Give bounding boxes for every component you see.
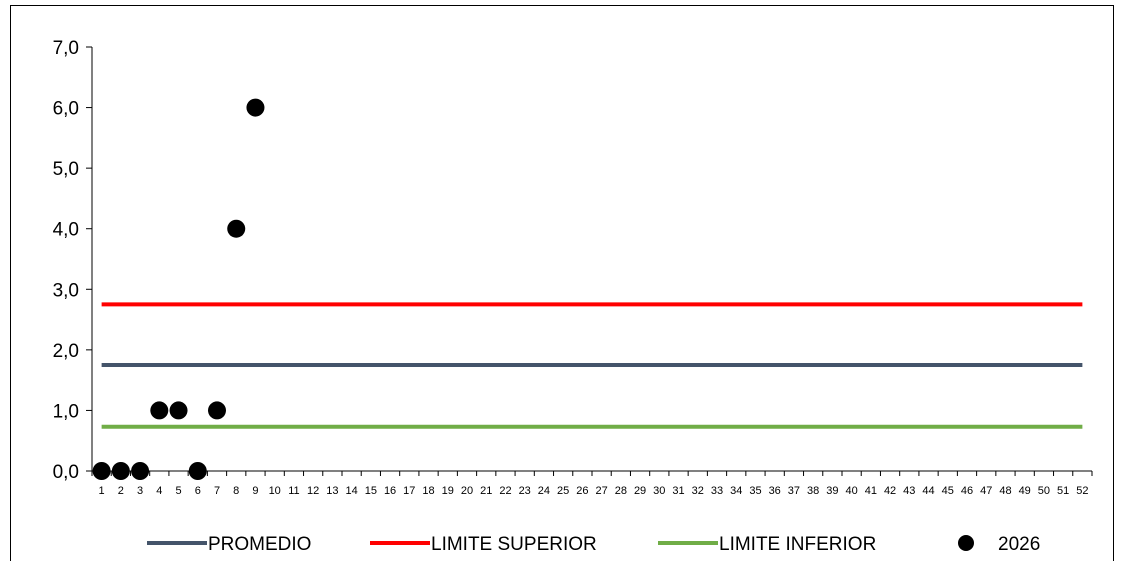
- x-tick-label: 17: [403, 485, 415, 497]
- y-tick-label: 1,0: [53, 401, 79, 422]
- x-tick-label: 40: [845, 485, 857, 497]
- legend-item-2026: 2026: [958, 534, 1040, 555]
- x-tick-label: 9: [252, 485, 258, 497]
- x-tick-label: 18: [422, 485, 434, 497]
- x-tick-label: 4: [156, 485, 162, 497]
- legend-label: 2026: [998, 534, 1040, 555]
- plot-area: 0,01,02,03,04,05,06,07,01 2 3 4 5 6 7 8 9 10 11 12 1…: [53, 38, 1093, 497]
- legend-label: PROMEDIO: [208, 534, 311, 555]
- x-tick-label: 7: [214, 485, 220, 497]
- x-tick-label: 26: [576, 485, 588, 497]
- x-tick-label: 35: [749, 485, 761, 497]
- x-tick-label: 6: [195, 485, 201, 497]
- data-point: [150, 401, 169, 420]
- y-tick-label: 5,0: [53, 159, 79, 180]
- x-tick-label: 42: [884, 485, 896, 497]
- x-tick-label: 37: [788, 485, 800, 497]
- x-tick-label: 12: [307, 485, 319, 497]
- data-point: [246, 98, 265, 117]
- legend-item-limite-superior: LIMITE SUPERIOR: [370, 534, 597, 555]
- legend-swatch: [958, 535, 974, 551]
- data-point: [227, 219, 246, 238]
- y-tick-label: 6,0: [53, 99, 79, 120]
- x-tick-label: 29: [634, 485, 646, 497]
- x-tick-label: 32: [692, 485, 704, 497]
- x-tick-label: 47: [980, 485, 992, 497]
- x-tick-label: 25: [557, 485, 569, 497]
- legend-item-limite-inferior: LIMITE INFERIOR: [658, 534, 876, 555]
- data-point: [188, 462, 207, 480]
- x-tick-label: 20: [461, 485, 473, 497]
- x-tick-label: 36: [769, 485, 781, 497]
- x-tick-label: 41: [865, 485, 877, 497]
- legend-item-promedio: PROMEDIO: [147, 534, 311, 555]
- x-tick-label: 48: [999, 485, 1011, 497]
- x-tick-label: 38: [807, 485, 819, 497]
- data-point: [131, 462, 150, 480]
- x-tick-label: 19: [442, 485, 454, 497]
- x-tick-label: 23: [519, 485, 531, 497]
- x-tick-label: 30: [653, 485, 665, 497]
- x-tick-label: 31: [672, 485, 684, 497]
- x-tick-label: 16: [384, 485, 396, 497]
- x-tick-label: 24: [538, 485, 550, 497]
- x-tick-label: 45: [942, 485, 954, 497]
- x-tick-label: 14: [345, 485, 357, 497]
- data-point: [208, 401, 226, 420]
- y-tick-label: 0,0: [53, 462, 79, 483]
- x-tick-label: 10: [269, 485, 281, 497]
- y-tick-label: 3,0: [53, 280, 79, 301]
- x-tick-label: 52: [1076, 485, 1088, 497]
- x-tick-label: 39: [826, 485, 838, 497]
- x-tick-label: 21: [480, 485, 492, 497]
- legend: PROMEDIO LIMITE SUPERIOR LIMITE INFERIOR 20…: [147, 534, 1040, 555]
- data-point: [111, 462, 130, 480]
- x-tick-label: 28: [615, 485, 627, 497]
- x-tick-label: 49: [1019, 485, 1031, 497]
- x-tick-label: 51: [1057, 485, 1069, 497]
- x-tick-label: 11: [288, 485, 299, 497]
- x-tick-label: 8: [233, 485, 239, 497]
- x-tick-label: 13: [326, 485, 338, 497]
- x-tick-label: 44: [922, 485, 934, 497]
- data-point: [92, 462, 111, 480]
- x-tick-label: 3: [137, 485, 143, 497]
- x-tick-label: 34: [730, 485, 742, 497]
- x-tick-label: 50: [1038, 485, 1050, 497]
- x-tick-label: 22: [499, 485, 511, 497]
- x-tick-label: 46: [961, 485, 973, 497]
- x-tick-label: 2: [118, 485, 124, 497]
- x-tick-label: 43: [903, 485, 915, 497]
- data-point: [169, 401, 188, 420]
- y-tick-label: 4,0: [53, 220, 79, 241]
- x-tick-label: 27: [595, 485, 607, 497]
- x-tick-label: 33: [711, 485, 723, 497]
- legend-label: LIMITE INFERIOR: [719, 534, 876, 555]
- legend-label: LIMITE SUPERIOR: [431, 534, 597, 555]
- y-tick-label: 2,0: [53, 341, 79, 362]
- chart-frame: [10, 5, 1114, 561]
- x-tick-label: 5: [175, 485, 181, 497]
- x-tick-label: 1: [99, 485, 105, 497]
- y-tick-label: 7,0: [53, 38, 79, 59]
- x-tick-label: 15: [365, 485, 377, 497]
